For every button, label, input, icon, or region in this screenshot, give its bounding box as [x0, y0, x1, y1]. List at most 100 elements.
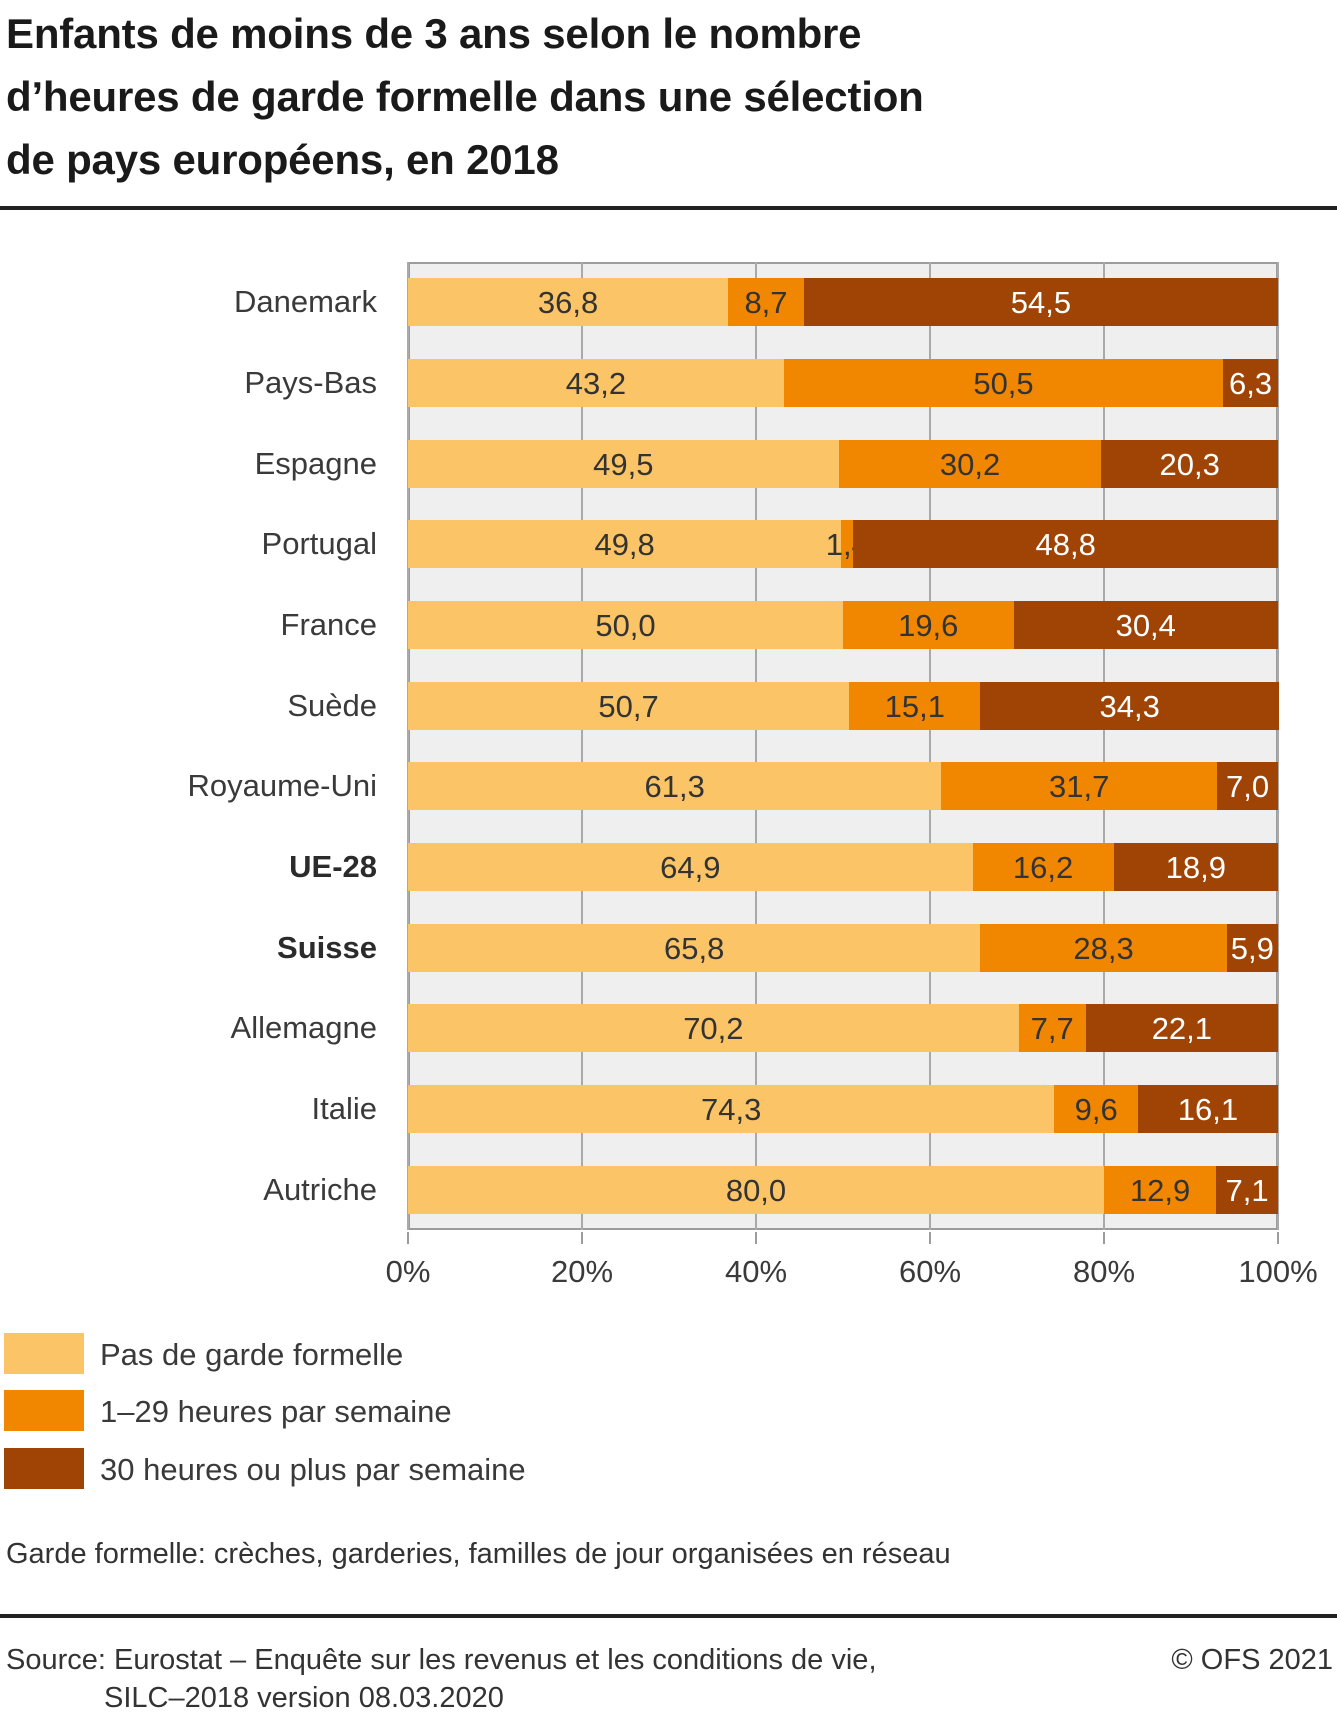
country-label: Royaume-Uni — [187, 768, 377, 804]
x-axis-tick — [755, 1232, 757, 1244]
bar-segment — [1223, 359, 1278, 407]
legend-label: Pas de garde formelle — [100, 1337, 404, 1372]
gridline — [1277, 262, 1279, 1230]
value-label: 7,7 — [1030, 1011, 1074, 1047]
country-label: Pays-Bas — [244, 365, 377, 400]
x-axis-tick-label: 0% — [385, 1254, 431, 1289]
value-label: 7,0 — [1225, 769, 1270, 805]
gridline — [407, 262, 409, 1230]
gridline — [929, 262, 931, 1230]
value-label: 36,8 — [537, 285, 599, 321]
chart-title: Enfants de moins de 3 ans selon le nombr… — [6, 2, 1206, 191]
value-label: 34,3 — [1099, 688, 1160, 724]
value-label: 49,8 — [594, 527, 655, 563]
value-label: 70,2 — [683, 1011, 744, 1047]
bar-segment — [1226, 923, 1278, 972]
bar-segment — [1217, 762, 1278, 811]
footnote: Garde formelle: crèches, garderies, fami… — [6, 1538, 951, 1570]
x-axis-tick-label: 80% — [1072, 1254, 1136, 1289]
value-label: 48,8 — [1035, 527, 1096, 563]
legend-label: 30 heures ou plus par semaine — [100, 1452, 526, 1487]
bar-segment — [1216, 1165, 1278, 1214]
x-axis-tick-label: 20% — [550, 1254, 614, 1289]
bar-segment — [408, 681, 850, 730]
value-label: 18,9 — [1165, 850, 1226, 885]
bar-segment — [1113, 843, 1278, 891]
legend-swatch-no-care — [4, 1333, 84, 1374]
value-label: 30,4 — [1115, 608, 1176, 643]
country-label: UE-28 — [289, 849, 377, 884]
bar-segment — [408, 278, 729, 327]
copyright-text: © OFS 2021 — [1171, 1644, 1333, 1676]
bar-segment — [408, 1004, 1019, 1053]
bar-segment — [803, 278, 1278, 327]
footer-divider — [0, 1614, 1337, 1618]
bar-segment — [408, 359, 784, 407]
country-label: Suède — [287, 687, 377, 723]
bar-segment — [408, 520, 842, 569]
value-label: 49,5 — [593, 446, 654, 482]
value-label: 19,6 — [898, 608, 959, 643]
x-axis-tick — [581, 1232, 583, 1244]
country-label: Italie — [311, 1091, 377, 1126]
value-label: 20,3 — [1159, 446, 1220, 482]
country-label: Autriche — [263, 1171, 377, 1207]
x-axis-tick — [1277, 1232, 1279, 1244]
chart-title-line-3: de pays européens, en 2018 — [6, 136, 559, 183]
bar-segment — [1101, 439, 1278, 488]
bar-segment — [980, 681, 1279, 730]
value-label: 54,5 — [1010, 285, 1072, 321]
legend-swatch-1-29h — [4, 1390, 84, 1431]
chart-title-line-1: Enfants de moins de 3 ans selon le nombr… — [6, 10, 862, 57]
chart-title-line-2: d’heures de garde formelle dans une séle… — [6, 73, 924, 120]
plot-area — [408, 262, 1278, 1230]
value-label: 74,3 — [701, 1092, 762, 1127]
bar-segment — [408, 601, 843, 649]
country-label: Danemark — [234, 284, 377, 320]
bar-segment — [408, 762, 942, 811]
bar-segment — [980, 923, 1227, 972]
value-label: 50,0 — [595, 608, 656, 643]
country-label: Allemagne — [230, 1010, 377, 1046]
value-label: 65,8 — [664, 930, 725, 966]
x-axis-tick-label: 40% — [724, 1254, 788, 1289]
legend-label: 1–29 heures par semaine — [100, 1394, 452, 1429]
bar-segment — [1013, 601, 1278, 649]
x-axis-tick-label: 60% — [898, 1254, 962, 1289]
country-label: Espagne — [254, 445, 377, 481]
value-label: 15,1 — [884, 688, 945, 724]
value-label: 50,5 — [973, 366, 1034, 401]
value-label: 50,7 — [598, 688, 659, 724]
gridline — [1103, 262, 1105, 1230]
value-label: 31,7 — [1049, 769, 1110, 805]
bar-segment — [1054, 1085, 1138, 1133]
value-label: 43,2 — [565, 366, 627, 401]
title-divider — [0, 206, 1337, 210]
x-axis-tick — [407, 1232, 409, 1244]
bar-segment — [408, 843, 973, 891]
bar-segment — [1137, 1085, 1278, 1133]
value-label: 16,2 — [1012, 850, 1074, 885]
bar-segment — [843, 601, 1014, 649]
value-label: 5,9 — [1230, 930, 1274, 966]
bar-segment — [728, 278, 804, 327]
value-label: 30,2 — [939, 446, 1001, 482]
bar-segment — [1104, 1165, 1217, 1214]
x-axis-tick-label: 100% — [1238, 1254, 1318, 1289]
value-label: 22,1 — [1151, 1011, 1213, 1047]
value-label: 9,6 — [1074, 1092, 1118, 1127]
bar-segment — [941, 762, 1218, 811]
bar-segment — [408, 923, 981, 972]
bar-segment — [853, 520, 1278, 569]
value-label: 16,1 — [1177, 1092, 1239, 1127]
bar-segment — [1085, 1004, 1278, 1053]
legend-swatch-30h-plus — [4, 1448, 84, 1489]
value-label: 8,7 — [744, 285, 788, 321]
x-axis-tick — [929, 1232, 931, 1244]
value-label: 64,9 — [660, 850, 721, 885]
bar-segment — [408, 1085, 1055, 1133]
bar-segment — [841, 520, 854, 569]
country-label: France — [280, 607, 377, 642]
value-label: 28,3 — [1073, 930, 1134, 966]
